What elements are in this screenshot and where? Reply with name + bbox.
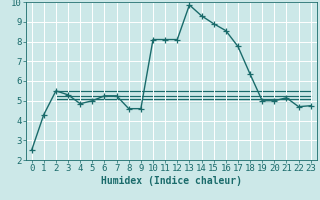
X-axis label: Humidex (Indice chaleur): Humidex (Indice chaleur): [101, 176, 242, 186]
